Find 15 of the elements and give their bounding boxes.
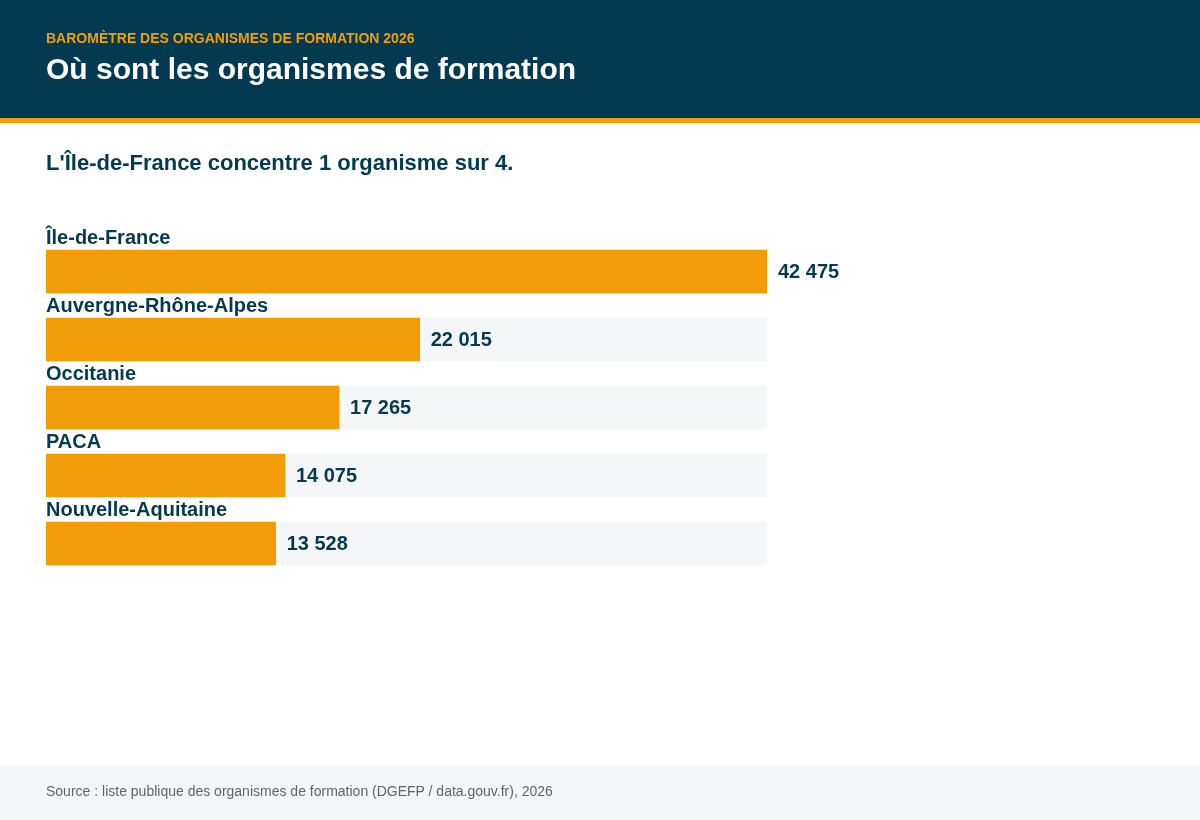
y-tick-label: Nouvelle-Aquitaine	[46, 498, 228, 520]
data-label: 42 475	[778, 260, 840, 283]
y-tick-label: Île-de-France	[45, 225, 171, 248]
data-label: 13 528	[286, 532, 348, 555]
chart-subtitle: L'Île-de-France concentre 1 organisme sur 4.	[46, 150, 514, 176]
y-tick-label: PACA	[46, 430, 102, 452]
data-label: 14 075	[295, 464, 358, 487]
source-note: Source : liste publique des organismes de formation (DGEFP / data.gouv.fr), 2026	[46, 783, 553, 799]
bar	[46, 249, 767, 294]
chart-title: Où sont les organismes de formation	[46, 52, 577, 86]
data-label: 22 015	[430, 328, 492, 351]
y-tick-label: Auvergne-Rhône-Alpes	[46, 294, 269, 316]
text: BAROMÈTRE DES ORGANISMES DE FORMATION 2026	[46, 30, 415, 46]
data-label: 17 265	[350, 396, 412, 419]
y-tick-label: Occitanie	[46, 362, 137, 384]
